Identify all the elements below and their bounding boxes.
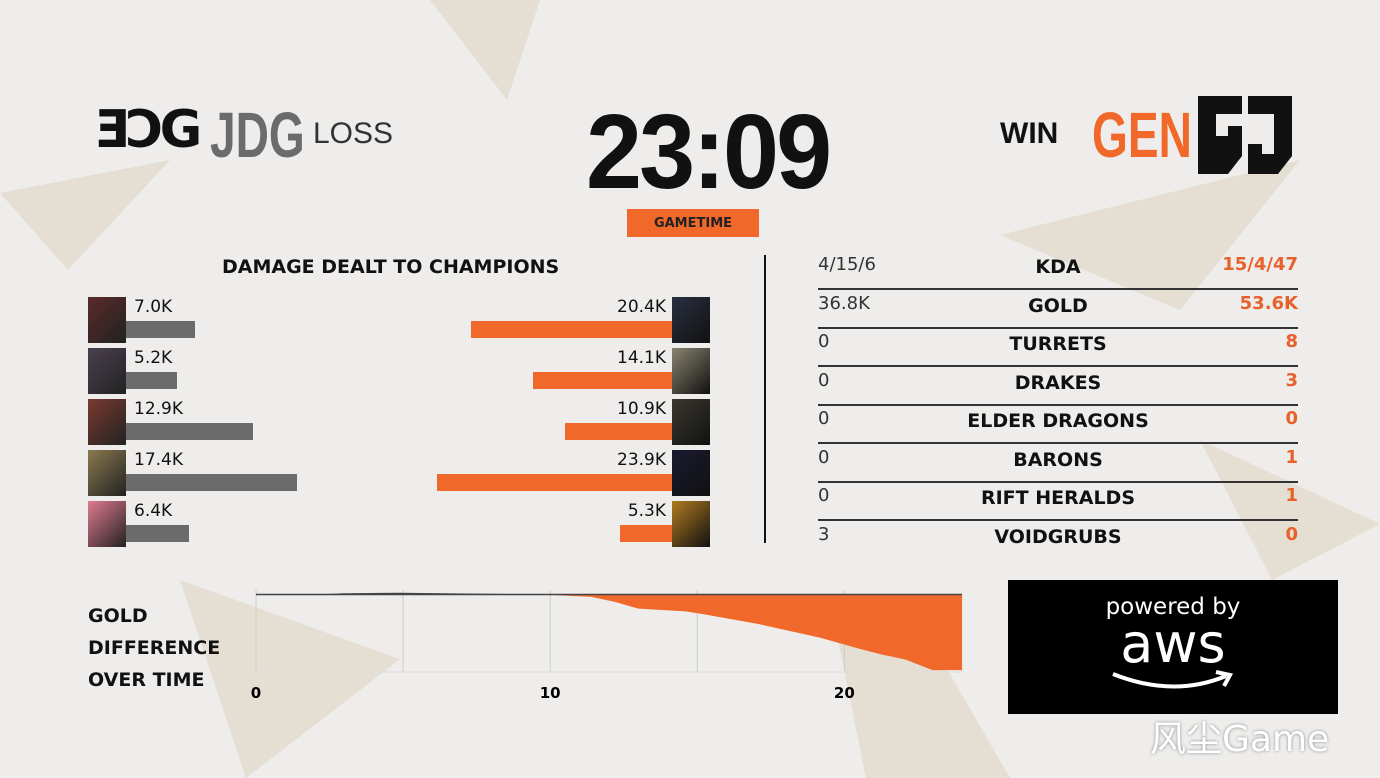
left-damage-value: 7.0K xyxy=(134,297,173,317)
left-damage-value: 12.9K xyxy=(134,399,183,419)
left-team-name: JDG xyxy=(210,99,305,171)
left-damage-value: 17.4K xyxy=(134,450,183,470)
stat-row: 0 ELDER DRAGONS 0 xyxy=(818,406,1298,444)
champion-portrait xyxy=(672,297,710,343)
jdg-logo: ƎƆG xyxy=(94,100,202,160)
x-tick-label: 10 xyxy=(540,684,561,700)
stat-label: RIFT HERALDS xyxy=(980,487,1136,509)
left-damage-bar xyxy=(126,372,178,389)
stat-label: DRAKES xyxy=(1014,371,1102,394)
gen-stat: 15/4/47 xyxy=(1222,254,1298,275)
jdg-stat: 0 xyxy=(818,446,830,468)
jdg-stat: 0 xyxy=(818,369,830,391)
stat-row: 4/15/6 KDA 15/4/47 xyxy=(818,252,1298,290)
stat-label: GOLD xyxy=(1028,294,1088,317)
left-damage-bar xyxy=(126,423,254,440)
game-clock: 23:09 xyxy=(586,93,832,211)
damage-row: 17.4K 23.9K xyxy=(88,450,728,496)
damage-row: 12.9K 10.9K xyxy=(88,399,728,445)
gen-stat: 8 xyxy=(1285,331,1298,352)
gold-difference-chart: 0 10 20 xyxy=(251,590,963,700)
right-damage-bar xyxy=(619,525,672,542)
left-damage-bar xyxy=(126,525,190,542)
right-damage-bar xyxy=(564,423,672,440)
damage-row: 7.0K 20.4K xyxy=(88,297,728,343)
sponsor-line2: aws xyxy=(1120,612,1226,675)
left-team-result: LOSS xyxy=(313,117,394,150)
gen-stat: 3 xyxy=(1285,369,1298,391)
gen-stat: 0 xyxy=(1285,408,1298,429)
champion-portrait xyxy=(672,450,710,496)
gen-stat: 1 xyxy=(1285,446,1298,468)
champion-portrait xyxy=(88,297,126,343)
champion-portrait xyxy=(88,501,126,547)
right-damage-value: 14.1K xyxy=(617,348,666,368)
jdg-stat: 36.8K xyxy=(818,292,870,314)
divider xyxy=(764,255,766,543)
gen-lead-area xyxy=(256,594,962,671)
stat-row: 36.8K GOLD 53.6K xyxy=(818,291,1298,329)
champion-portrait xyxy=(88,399,126,445)
aws-smile-icon xyxy=(1112,670,1234,689)
champion-portrait xyxy=(88,348,126,394)
right-damage-bar xyxy=(533,372,672,389)
gametime-label: GAMETIME xyxy=(627,209,759,237)
left-damage-bar xyxy=(126,321,195,338)
stat-label: TURRETS xyxy=(1009,333,1107,355)
aws-sponsor: powered by aws xyxy=(1008,580,1338,714)
left-damage-value: 5.2K xyxy=(134,348,173,368)
stat-label: BARONS xyxy=(1013,448,1103,471)
left-damage-bar xyxy=(126,474,298,491)
left-damage-value: 6.4K xyxy=(134,501,173,521)
right-team-result: WIN xyxy=(1000,117,1059,150)
stat-label: KDA xyxy=(1035,256,1081,278)
right-team-name: GEN xyxy=(1092,99,1192,171)
gen-stat: 53.6K xyxy=(1239,292,1298,314)
right-damage-value: 10.9K xyxy=(617,399,666,419)
stat-row: 0 DRAKES 3 xyxy=(818,368,1298,406)
jdg-stat: 0 xyxy=(818,331,830,352)
jdg-stat: 0 xyxy=(818,408,830,429)
bg-shape xyxy=(430,0,540,100)
x-tick-label: 20 xyxy=(834,684,855,700)
x-tick-label: 0 xyxy=(251,684,261,700)
right-damage-value: 20.4K xyxy=(617,297,666,317)
jdg-stat: 0 xyxy=(818,485,830,506)
jdg-stat: 3 xyxy=(818,523,830,545)
champion-portrait xyxy=(672,399,710,445)
stat-label: ELDER DRAGONS xyxy=(967,410,1149,432)
right-damage-value: 23.9K xyxy=(617,450,666,470)
stat-row: 0 BARONS 1 xyxy=(818,445,1298,483)
champion-portrait xyxy=(672,501,710,547)
damage-title: DAMAGE DEALT TO CHAMPIONS xyxy=(222,256,560,278)
damage-row: 6.4K 5.3K xyxy=(88,501,728,547)
gen-logo xyxy=(1198,96,1292,174)
gen-stat: 1 xyxy=(1285,485,1298,506)
watermark: 风尘Game xyxy=(1150,719,1330,760)
stat-row: 0 TURRETS 8 xyxy=(818,329,1298,367)
bg-shape xyxy=(0,160,170,270)
champion-portrait xyxy=(672,348,710,394)
stat-row: 3 VOIDGRUBS 0 xyxy=(818,522,1298,560)
right-damage-bar xyxy=(471,321,672,338)
damage-row: 5.2K 14.1K xyxy=(88,348,728,394)
sponsor-line1: powered by xyxy=(1105,594,1241,620)
right-damage-bar xyxy=(436,474,672,491)
right-damage-value: 5.3K xyxy=(627,501,666,521)
stat-row: 0 RIFT HERALDS 1 xyxy=(818,483,1298,521)
champion-portrait xyxy=(88,450,126,496)
gen-stat: 0 xyxy=(1285,523,1298,545)
stat-label: VOIDGRUBS xyxy=(994,525,1122,548)
jdg-stat: 4/15/6 xyxy=(818,254,876,275)
gold-chart-title: GOLD DIFFERENCE OVER TIME xyxy=(88,605,221,691)
